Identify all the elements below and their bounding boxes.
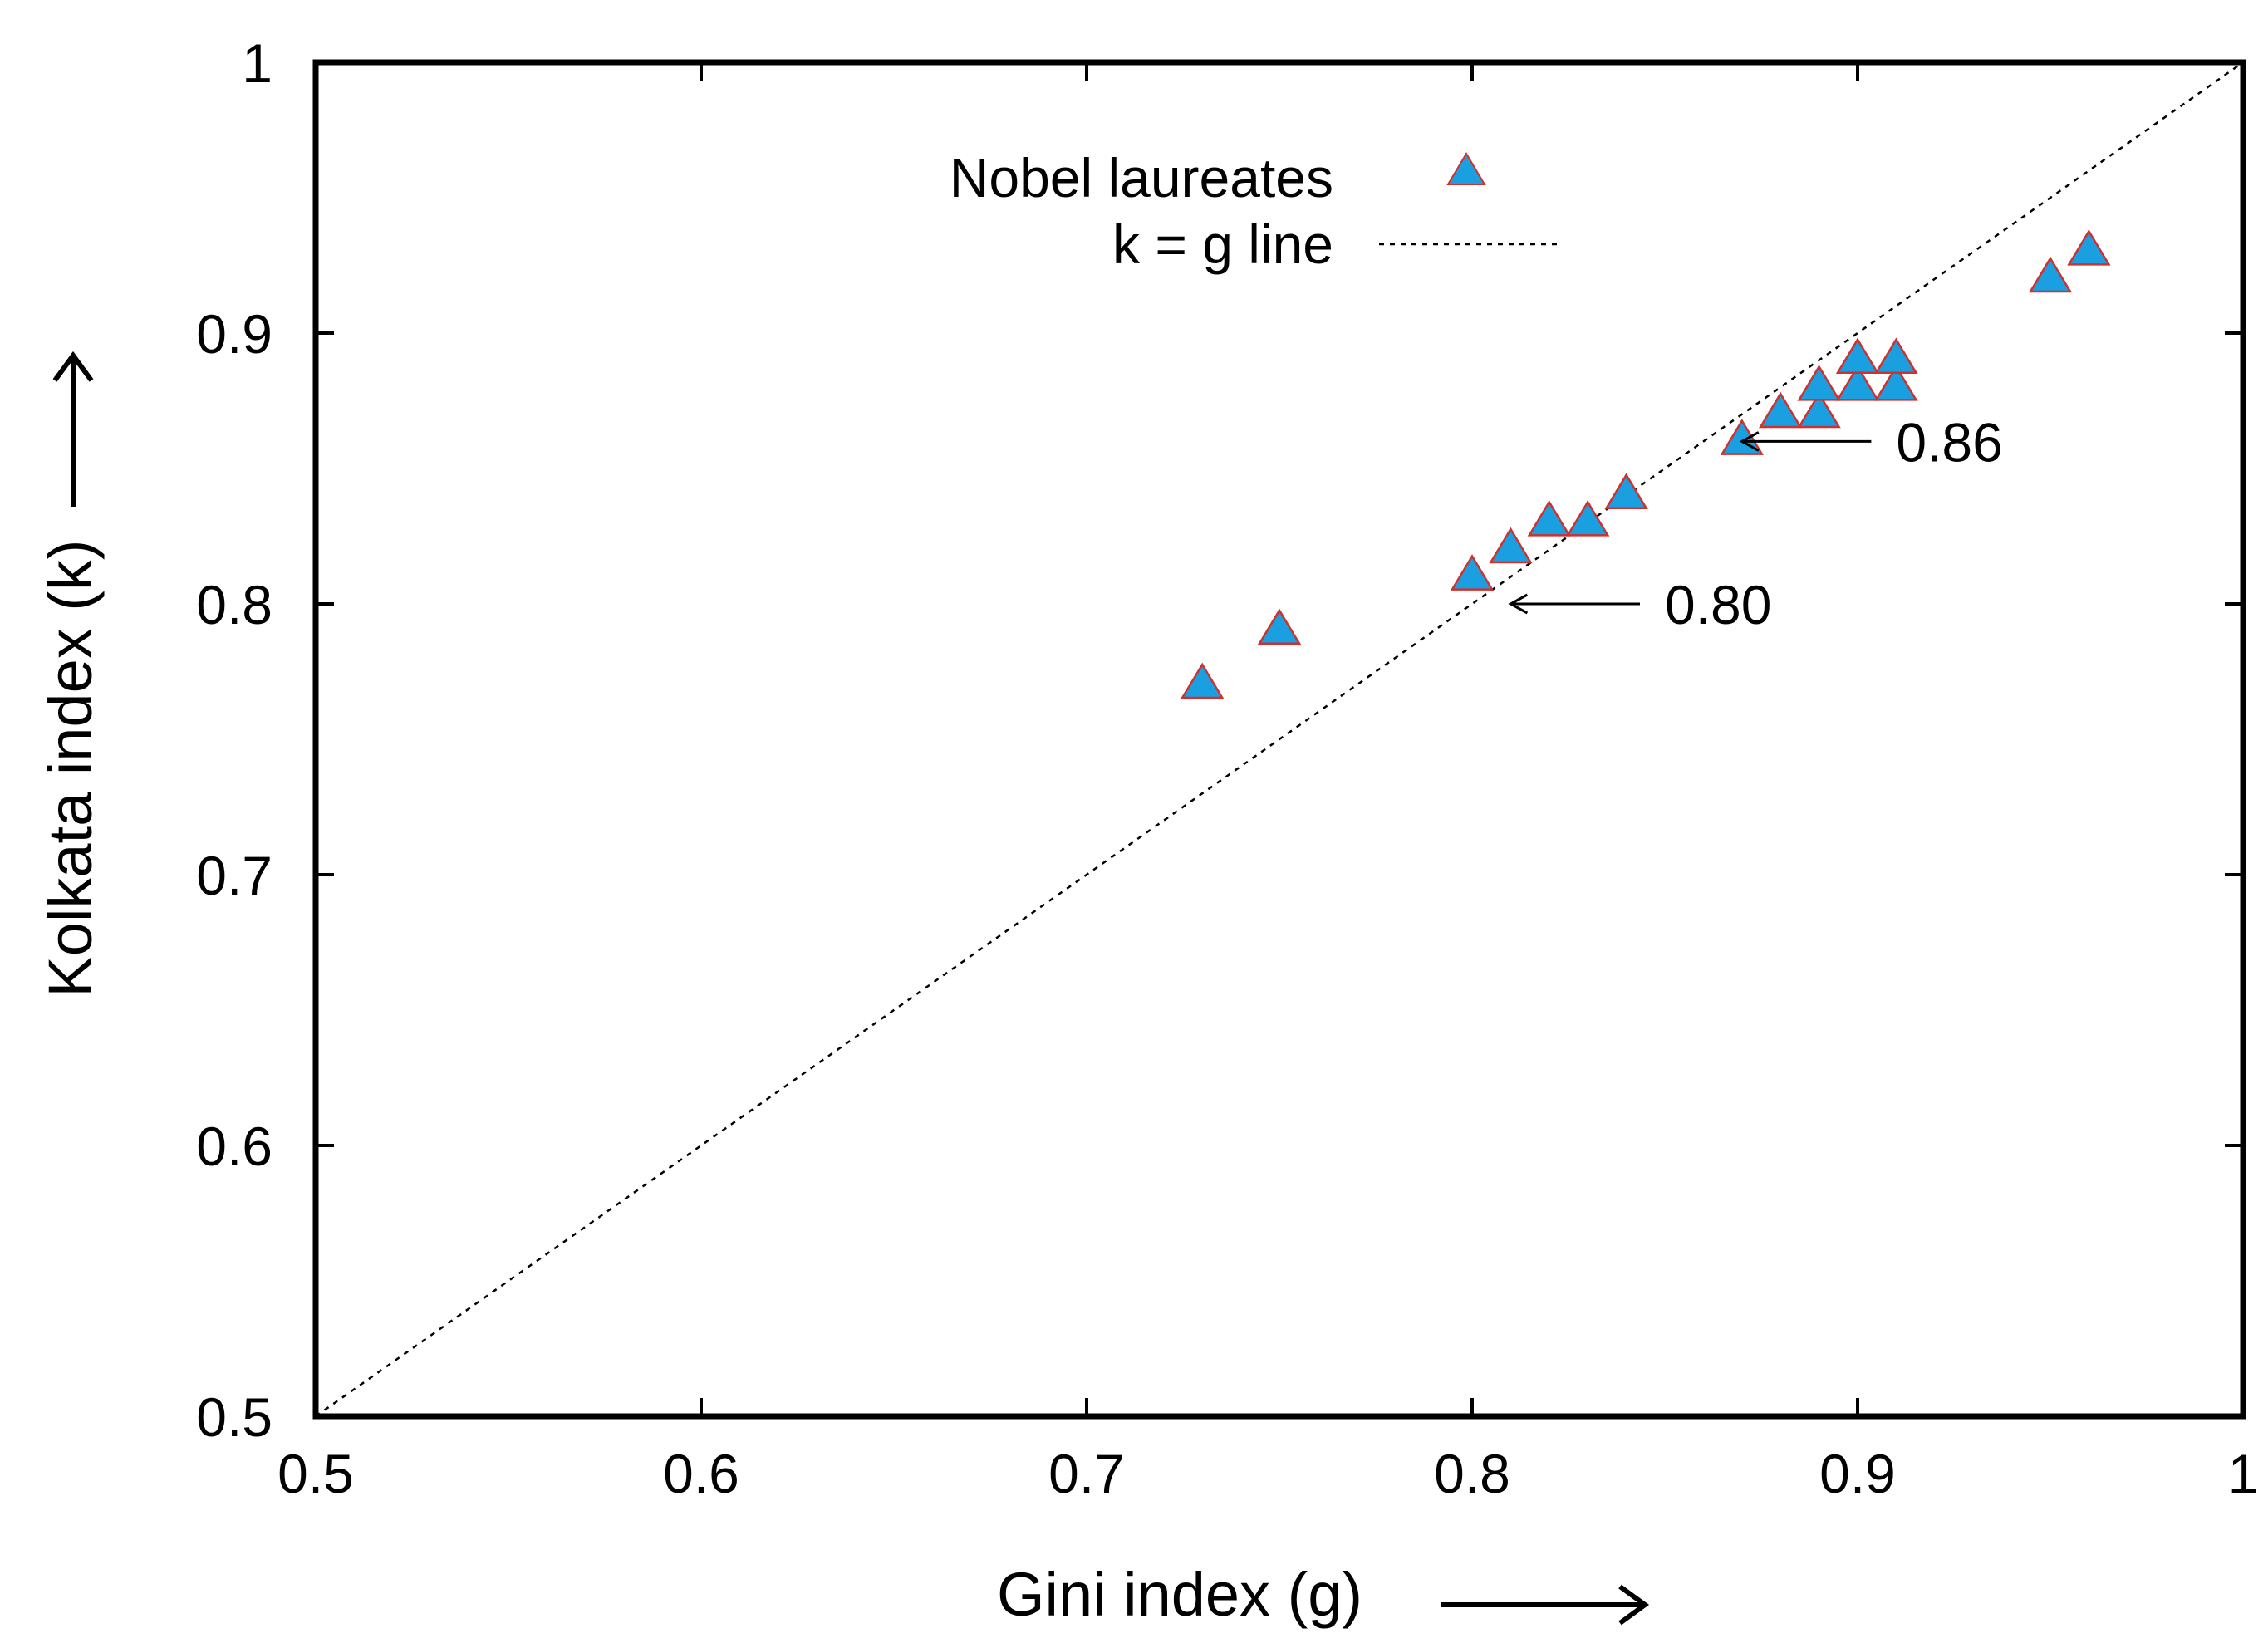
legend-marker-triangle	[1446, 152, 1486, 185]
y-tick-label: 0.9	[196, 303, 272, 365]
x-tick-label: 0.8	[1434, 1443, 1510, 1504]
y-tick-label: 1	[242, 32, 272, 94]
y-tick-labels: 0.5 0.6 0.7 0.8 0.9 1	[196, 32, 272, 1448]
x-tick-label: 0.5	[277, 1443, 354, 1504]
data-point-triangle	[1835, 364, 1880, 401]
y-axis-title: Kolkata index (k)	[36, 539, 105, 997]
annotation-arrowhead	[1508, 593, 1529, 615]
data-point-triangle	[1758, 391, 1803, 429]
legend-label-nobel: Nobel laureates	[950, 147, 1333, 208]
data-point-triangle	[1450, 554, 1495, 591]
data-point-triangle	[1835, 337, 1880, 375]
x-axis-title: Gini index (g)	[997, 1560, 1362, 1629]
annotation-label: 0.80	[1665, 574, 1771, 635]
data-point-triangle	[2067, 228, 2111, 266]
x-tick-label: 0.9	[1819, 1443, 1896, 1504]
x-tick-label: 0.6	[663, 1443, 739, 1504]
x-tick-label: 0.7	[1048, 1443, 1125, 1504]
data-point-triangle	[1180, 662, 1225, 699]
y-tick-label: 0.8	[196, 574, 272, 635]
x-axis-arrow	[1441, 1584, 1650, 1626]
legend: Nobel laureates k = g line	[950, 147, 1558, 275]
annotation: 0.86	[1739, 411, 2003, 473]
data-point-triangle	[1604, 473, 1648, 510]
data-point-triangle	[1257, 608, 1302, 645]
axis-ticks	[314, 61, 2245, 1418]
y-tick-label: 0.7	[196, 845, 272, 906]
annotations: 0.86 0.80	[1508, 411, 2003, 635]
data-point-triangle	[1797, 391, 1841, 429]
data-point-triangle	[1565, 499, 1610, 537]
data-point-triangle	[1874, 364, 1918, 401]
x-tick-label: 1	[2228, 1443, 2259, 1504]
y-tick-label: 0.5	[196, 1386, 272, 1448]
y-axis-arrow	[52, 351, 94, 507]
k-equals-g-line	[315, 61, 2244, 1418]
data-point-triangle	[2028, 256, 2073, 293]
y-tick-label: 0.6	[196, 1116, 272, 1177]
data-point-triangle	[1874, 337, 1918, 375]
data-point-triangle	[1797, 364, 1841, 401]
annotation-arrowhead	[1739, 431, 1760, 452]
plot-frame	[312, 59, 2246, 1420]
data-point-triangle	[1489, 527, 1533, 564]
data-point-triangle	[1527, 499, 1572, 537]
x-tick-labels: 0.5 0.6 0.7 0.8 0.9 1	[277, 1443, 2258, 1504]
legend-label-kg-line: k = g line	[1112, 213, 1333, 275]
annotation: 0.80	[1508, 574, 1771, 635]
annotation-label: 0.86	[1896, 411, 2002, 473]
